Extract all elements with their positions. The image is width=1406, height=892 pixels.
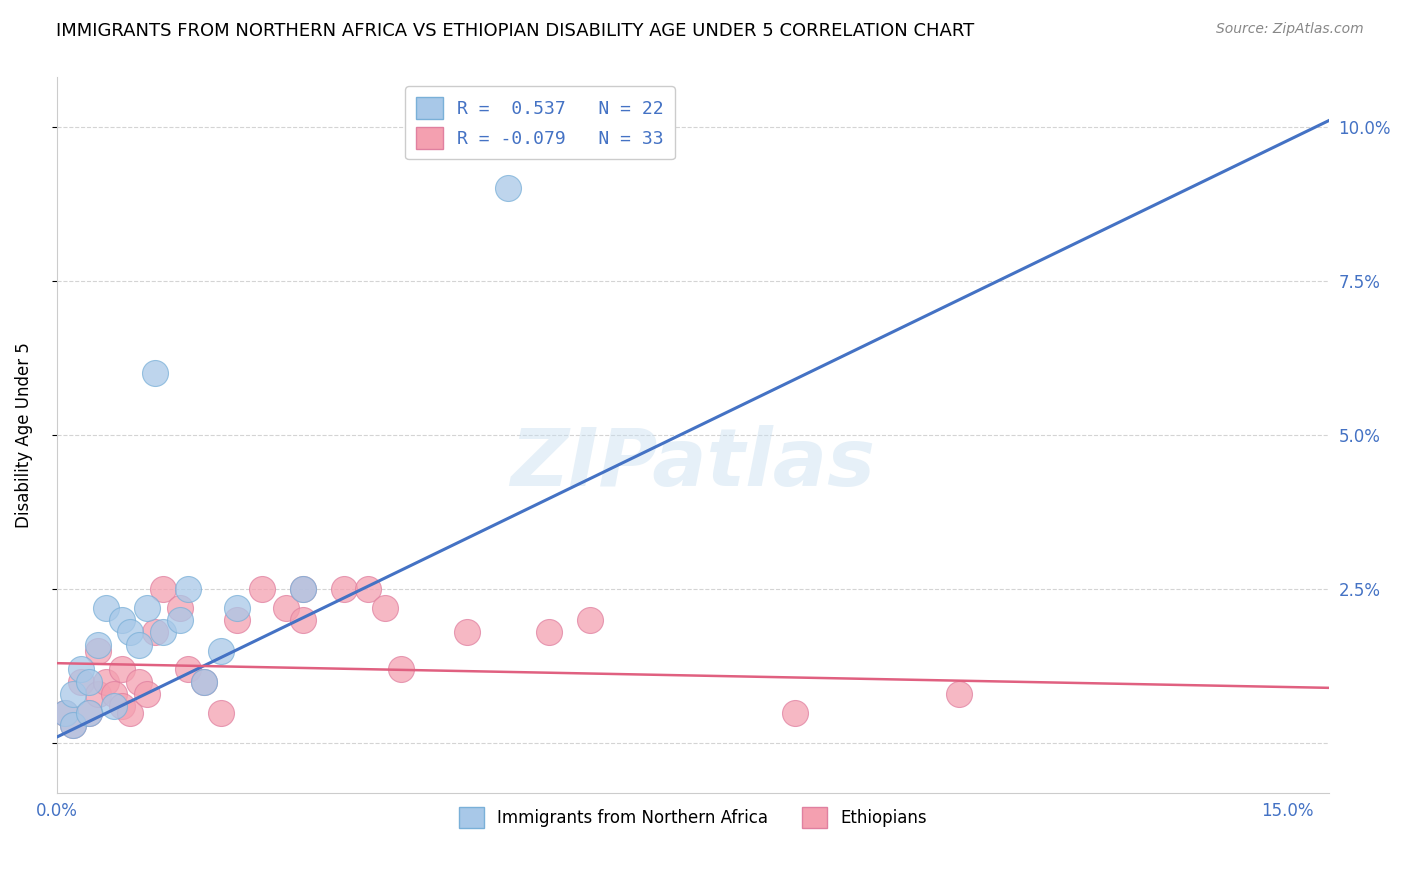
Point [785, 706, 807, 720]
Point [70, 662, 93, 676]
Point [291, 582, 314, 597]
Point [120, 706, 142, 720]
Point [193, 674, 215, 689]
Point [53, 706, 76, 720]
Point [250, 582, 273, 597]
Point [62, 718, 84, 732]
Point [226, 600, 249, 615]
Point [333, 582, 356, 597]
Point [152, 582, 174, 597]
Point [177, 582, 200, 597]
Point [169, 613, 191, 627]
Point [209, 706, 232, 720]
Point [94, 600, 117, 615]
Text: IMMIGRANTS FROM NORTHERN AFRICA VS ETHIOPIAN DISABILITY AGE UNDER 5 CORRELATION : IMMIGRANTS FROM NORTHERN AFRICA VS ETHIO… [56, 22, 974, 40]
Point [226, 613, 249, 627]
Point [209, 644, 232, 658]
Point [79, 706, 101, 720]
Point [291, 613, 314, 627]
Point [94, 674, 117, 689]
Point [135, 600, 157, 615]
Point [374, 600, 396, 615]
Point [79, 674, 101, 689]
Point [389, 662, 412, 676]
Legend: Immigrants from Northern Africa, Ethiopians: Immigrants from Northern Africa, Ethiopi… [453, 801, 934, 834]
Point [948, 687, 970, 701]
Point [111, 613, 134, 627]
Point [496, 181, 519, 195]
Text: ZIPatlas: ZIPatlas [510, 425, 875, 503]
Point [152, 625, 174, 640]
Y-axis label: Disability Age Under 5: Disability Age Under 5 [15, 343, 32, 528]
Point [103, 699, 125, 714]
Point [169, 600, 191, 615]
Point [128, 674, 150, 689]
Point [128, 638, 150, 652]
Point [103, 687, 125, 701]
Point [86, 644, 108, 658]
Point [276, 600, 298, 615]
Point [86, 687, 108, 701]
Point [53, 706, 76, 720]
Point [193, 674, 215, 689]
Point [579, 613, 602, 627]
Point [143, 367, 166, 381]
Point [111, 662, 134, 676]
Point [70, 674, 93, 689]
Point [538, 625, 561, 640]
Point [79, 706, 101, 720]
Point [456, 625, 478, 640]
Point [357, 582, 380, 597]
Point [86, 638, 108, 652]
Text: Source: ZipAtlas.com: Source: ZipAtlas.com [1216, 22, 1364, 37]
Point [111, 699, 134, 714]
Point [177, 662, 200, 676]
Point [120, 625, 142, 640]
Point [143, 625, 166, 640]
Point [291, 582, 314, 597]
Point [62, 718, 84, 732]
Point [135, 687, 157, 701]
Point [62, 687, 84, 701]
